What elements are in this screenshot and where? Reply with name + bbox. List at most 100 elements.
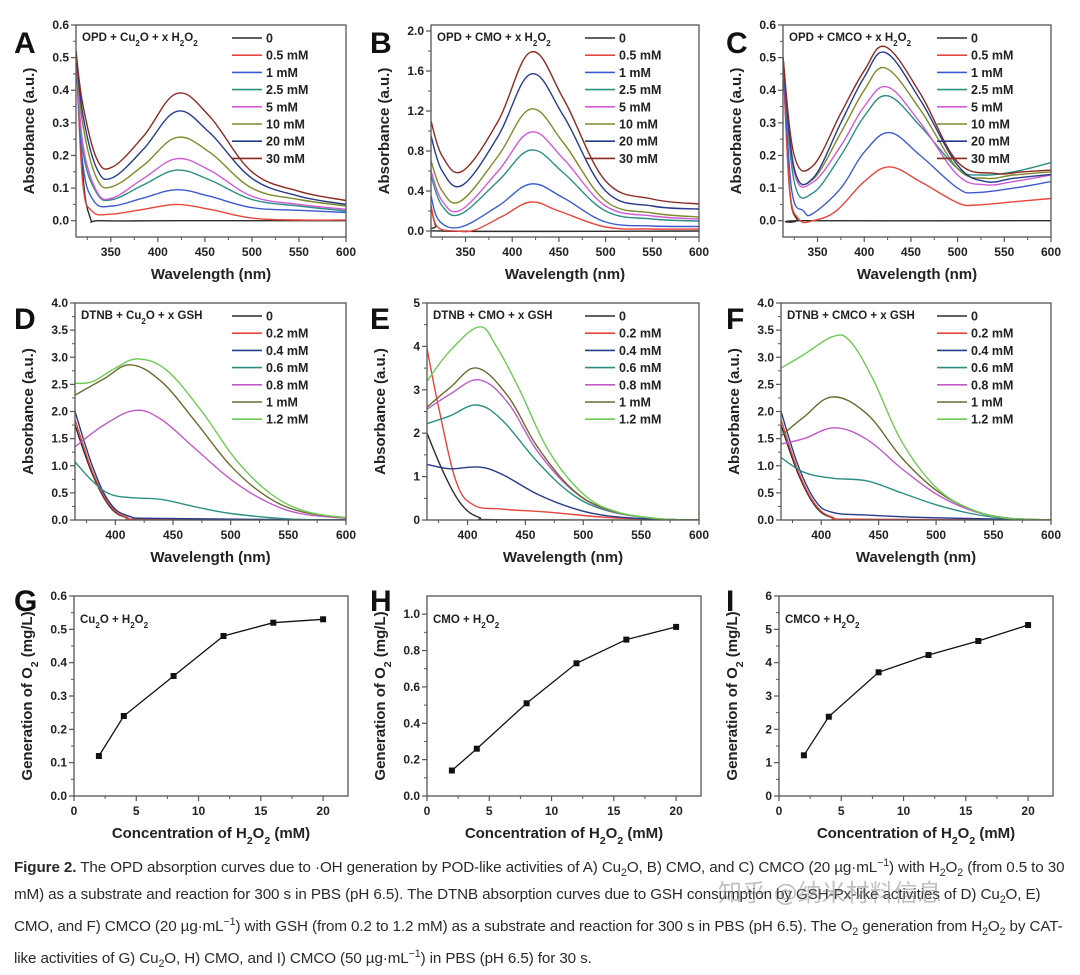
series-group [98, 618, 324, 757]
legend-label: 0.6 mM [266, 361, 308, 375]
legend-label: 0.8 mM [971, 378, 1013, 392]
plot-frame [73, 595, 349, 797]
series-line-2.5-mm [783, 57, 1051, 199]
y-tick-label: 0.2 [50, 722, 67, 736]
x-tick-label: 400 [105, 528, 125, 542]
x-tick-label: 600 [336, 528, 356, 542]
series-group [431, 51, 699, 233]
x-tick-label: 5 [133, 804, 140, 818]
inset-label: DTNB + Cu2O + x GSH [81, 310, 202, 326]
inset-label: Cu2O + H2O2 [80, 614, 149, 630]
series-group [783, 45, 1051, 224]
y-tick-label: 3.5 [757, 323, 774, 337]
series-line-0.4-mm [781, 411, 1051, 520]
y-tick-label: 0.2 [759, 148, 776, 162]
x-tick-label: 0 [71, 804, 78, 818]
x-tick-label: 0 [424, 804, 431, 818]
legend-label: 10 mM [266, 118, 305, 132]
x-tick-label: 600 [336, 245, 356, 259]
y-tick-label: 0.5 [51, 486, 68, 500]
data-point [170, 673, 177, 679]
legend-label: 1 mM [266, 66, 298, 80]
x-axis-label: Concentration of H2O2 (mM) [112, 825, 310, 847]
legend-label: 2.5 mM [619, 83, 661, 97]
y-tick-label: 0.2 [52, 148, 69, 162]
legend-label: 0 [266, 310, 273, 324]
y-tick-label: 1.6 [407, 64, 424, 78]
legend-label: 0.6 mM [971, 361, 1013, 375]
y-axis-label: Absorbance (a.u.) [372, 348, 389, 475]
data-point [673, 623, 680, 630]
x-tick-label: 450 [163, 528, 183, 542]
panel-letter: E [370, 303, 390, 336]
legend-label: 1 mM [619, 396, 651, 410]
x-tick-label: 500 [596, 245, 616, 259]
x-tick-label: 550 [984, 528, 1004, 542]
y-tick-label: 0.0 [50, 789, 67, 803]
series-line-0.5-mm [76, 51, 346, 221]
y-tick-label: 0.4 [407, 184, 424, 198]
y-tick-label: 0 [765, 789, 772, 803]
legend-label: 1 mM [619, 66, 651, 80]
y-tick-label: 0.0 [407, 224, 424, 238]
series-line-30-mm [783, 45, 1051, 175]
caption-body: The OPD absorption curves due to ·OH gen… [14, 857, 1065, 971]
legend-label: 1 mM [971, 66, 1003, 80]
y-tick-label: 0.5 [50, 622, 67, 636]
x-axis-label: Wavelength (nm) [856, 549, 976, 566]
panel-letter: B [370, 27, 392, 60]
y-tick-label: 0.1 [50, 756, 67, 770]
x-tick-label: 20 [669, 804, 683, 818]
y-tick-label: 1.0 [403, 607, 420, 621]
y-tick-label: 1.0 [51, 459, 68, 473]
series-line-0.8-mm [427, 379, 699, 520]
series-line-10-mm [76, 51, 346, 207]
y-tick-label: 0.6 [403, 680, 420, 694]
y-tick-label: 0.4 [759, 83, 776, 97]
y-tick-label: 1.5 [757, 432, 774, 446]
inset-label: DTNB + CMO + x GSH [433, 310, 553, 322]
x-tick-label: 600 [1041, 245, 1061, 259]
series-line-0.8-mm [781, 427, 1051, 520]
panel-h: H 0 5 10 15 20 0.0 0.2 0.4 0.6 0.8 1.0 Concentration… [370, 585, 702, 847]
legend-label: 0.8 mM [266, 378, 308, 392]
y-tick-label: 3 [765, 689, 772, 703]
legend-label: 0.5 mM [619, 49, 661, 63]
y-axis-label: Absorbance (a.u.) [728, 68, 745, 195]
data-point [925, 652, 932, 658]
y-tick-label: 4.0 [757, 296, 774, 310]
series-line-2.5-mm [431, 149, 699, 222]
y-tick-label: 0.5 [759, 51, 776, 65]
data-point [95, 753, 102, 759]
data-point [800, 752, 807, 759]
x-tick-label: 400 [148, 245, 168, 259]
x-tick-label: 500 [926, 528, 946, 542]
legend-label: 0 [971, 310, 978, 324]
x-axis-label: Wavelength (nm) [505, 266, 625, 283]
x-tick-label: 15 [607, 804, 621, 818]
panel-a: A 350 400 450 500 550 600 0.0 0.1 0.2 0.3 0.4 0.5 0.6… [14, 18, 356, 283]
legend-label: 0.2 mM [619, 327, 661, 341]
y-tick-label: 0 [413, 513, 420, 527]
series-line-1.2-mm [427, 326, 699, 520]
y-tick-label: 2.5 [757, 377, 774, 391]
y-tick-label: 2.5 [51, 377, 68, 391]
series-line-30-mm [431, 51, 699, 205]
legend-label: 1 mM [266, 396, 298, 410]
panel-letter: D [14, 303, 36, 336]
x-axis-label: Concentration of H2O2 (mM) [817, 825, 1015, 847]
y-tick-label: 3 [413, 383, 420, 397]
x-tick-label: 350 [101, 245, 121, 259]
series-line-0.5-mm [431, 201, 699, 233]
plot-frame [75, 24, 347, 238]
series-line-5-mm [431, 131, 699, 220]
legend-label: 20 mM [971, 135, 1010, 149]
y-tick-label: 0.2 [403, 753, 420, 767]
legend-label: 0.2 mM [266, 327, 308, 341]
legend-label: 2.5 mM [266, 83, 308, 97]
legend-label: 0.4 mM [266, 344, 308, 358]
legend-label: 1.2 mM [266, 413, 308, 427]
plot-frame [778, 595, 1054, 797]
series-line-20-mm [76, 51, 346, 206]
y-tick-label: 2.0 [407, 24, 424, 38]
